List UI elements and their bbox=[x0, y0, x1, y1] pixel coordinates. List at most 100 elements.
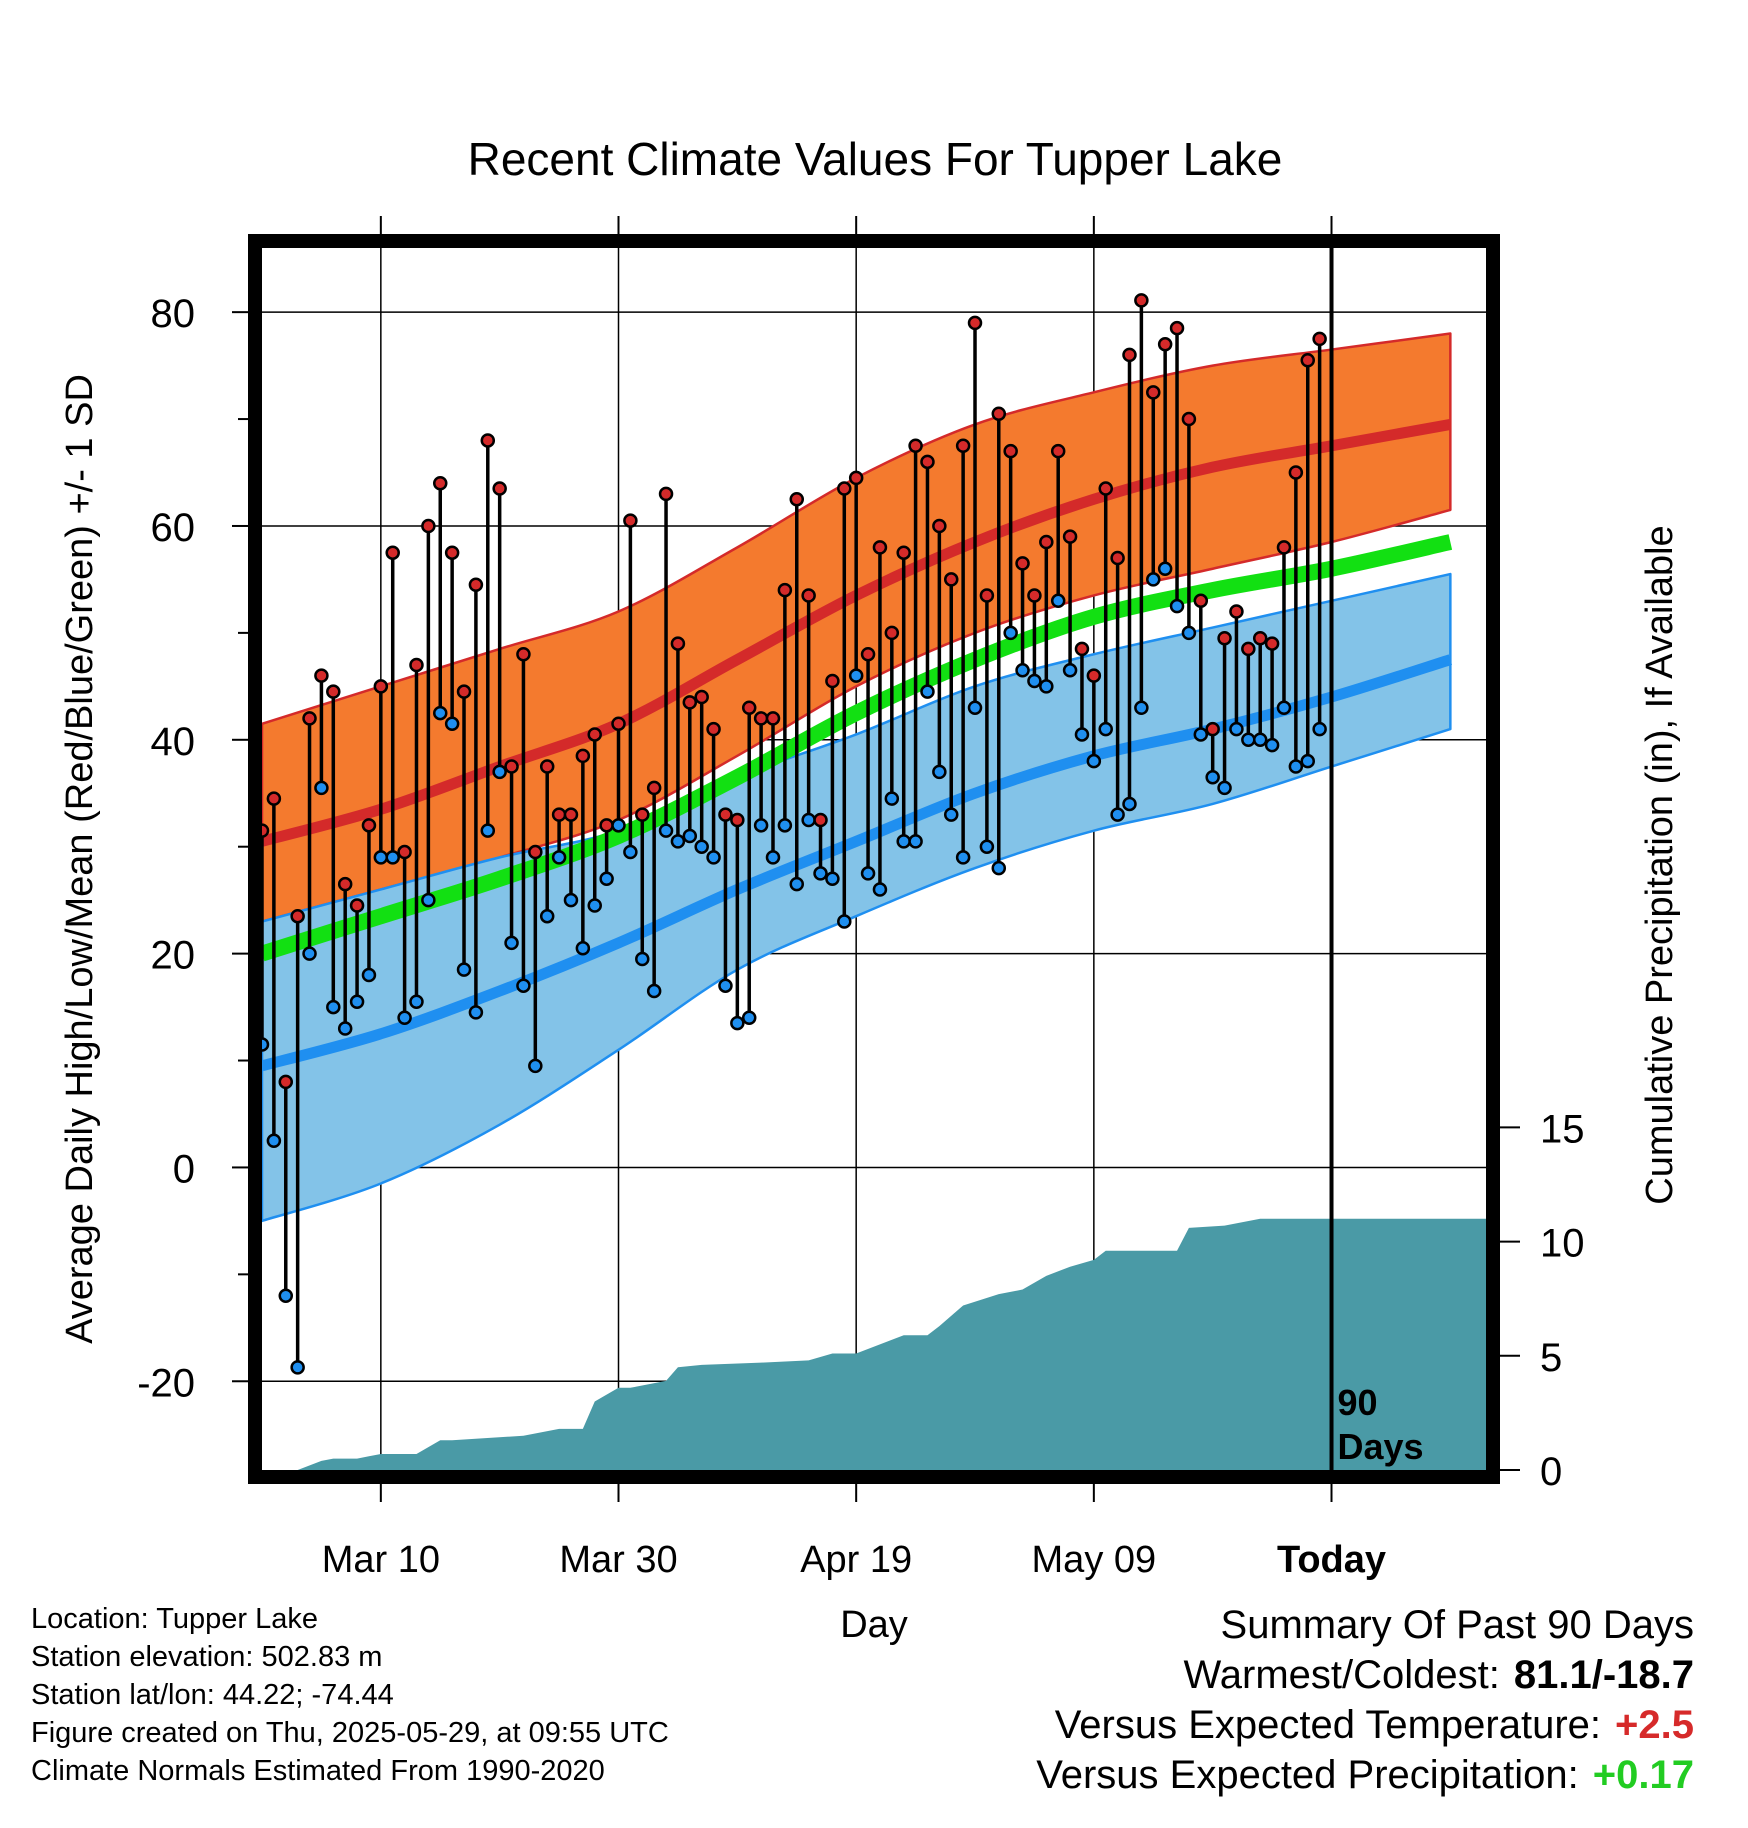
daily-high-point bbox=[920, 454, 935, 470]
daily-high-point bbox=[1086, 668, 1102, 683]
y2-tick-label: 5 bbox=[1540, 1336, 1562, 1380]
daily-high-point bbox=[1288, 465, 1304, 480]
daily-high-point bbox=[1312, 331, 1327, 347]
temp-label: Versus Expected Temperature: bbox=[1054, 1703, 1602, 1747]
x-tick-label: Today bbox=[1277, 1539, 1386, 1581]
daily-low-point bbox=[1181, 625, 1197, 641]
daily-high-point bbox=[302, 711, 317, 726]
daily-high-point bbox=[599, 818, 614, 833]
daily-high-point bbox=[646, 780, 662, 796]
daily-high-point bbox=[1229, 604, 1244, 619]
daily-low-point bbox=[1086, 753, 1102, 769]
station-info: Location: Tupper Lake Station elevation:… bbox=[31, 1600, 669, 1790]
daily-low-point bbox=[1110, 807, 1125, 822]
summary-panel: Summary Of Past 90 Days Warmest/Coldest:… bbox=[1036, 1600, 1694, 1800]
daily-high-point bbox=[1110, 550, 1125, 566]
daily-low-point bbox=[943, 807, 959, 822]
daily-high-point bbox=[1169, 320, 1185, 336]
daily-low-point bbox=[635, 951, 650, 967]
daily-low-point bbox=[718, 978, 733, 993]
daily-high-point bbox=[1181, 411, 1197, 427]
daily-high-point bbox=[587, 727, 602, 742]
y-tick-label: 20 bbox=[151, 934, 196, 978]
daily-low-point bbox=[278, 1288, 294, 1303]
daily-high-point bbox=[444, 545, 460, 560]
daily-low-point bbox=[1169, 598, 1185, 614]
daily-high-point bbox=[456, 684, 472, 699]
temp-departure-value: +2.5 bbox=[1615, 1703, 1694, 1747]
daily-low-point bbox=[433, 705, 448, 721]
daily-low-point bbox=[492, 764, 507, 780]
daily-high-point bbox=[433, 475, 448, 491]
precipitation-layer bbox=[262, 1218, 1486, 1470]
daily-low-point bbox=[1050, 593, 1066, 609]
daily-high-point bbox=[421, 518, 436, 534]
daily-high-point bbox=[967, 315, 983, 331]
daily-high-point bbox=[1193, 593, 1209, 609]
daily-low-point bbox=[1134, 700, 1149, 715]
daily-high-point bbox=[278, 1074, 294, 1090]
daily-low-point bbox=[1300, 753, 1315, 769]
daily-high-point bbox=[979, 588, 995, 603]
daily-low-point bbox=[896, 834, 911, 849]
daily-low-point bbox=[884, 791, 900, 806]
daily-low-point bbox=[551, 850, 567, 865]
daily-low-point bbox=[302, 946, 317, 961]
daily-low-point bbox=[456, 962, 472, 977]
daily-low-point bbox=[587, 898, 602, 913]
summary-temp: Versus Expected Temperature: +2.5 bbox=[1036, 1700, 1694, 1750]
daily-low-point bbox=[837, 914, 852, 929]
daily-low-point bbox=[1217, 780, 1232, 796]
daily-high-point bbox=[658, 486, 674, 502]
daily-high-point bbox=[777, 582, 793, 598]
daily-high-point bbox=[337, 876, 353, 892]
daily-low-point bbox=[504, 935, 519, 951]
y-tick-label: 40 bbox=[151, 720, 196, 764]
daily-high-point bbox=[908, 438, 923, 454]
daily-low-point bbox=[1205, 769, 1220, 785]
axes: 80 60 40 20 0 -20 Mar 10 Mar 30 Apr 19 May 09 Toda… bbox=[137, 216, 1585, 1581]
daily-low-point bbox=[777, 818, 793, 833]
daily-high-point bbox=[290, 908, 305, 924]
y2-axis-label: Cumulative Precipitation (in), If Availa… bbox=[1639, 525, 1681, 1204]
daily-high-point bbox=[955, 438, 971, 454]
daily-low-point bbox=[266, 1133, 282, 1148]
daily-high-point bbox=[409, 657, 424, 673]
daily-high-point bbox=[1205, 721, 1220, 737]
daily-low-point bbox=[682, 828, 698, 844]
daily-high-point bbox=[480, 433, 496, 448]
daily-high-point bbox=[943, 572, 959, 587]
daily-low-point bbox=[1312, 721, 1327, 737]
normals-period: Climate Normals Estimated From 1990-2020 bbox=[31, 1755, 605, 1787]
daily-low-point bbox=[563, 892, 579, 908]
daily-high-point bbox=[611, 716, 626, 732]
daily-high-point bbox=[932, 518, 947, 534]
daily-low-point bbox=[991, 860, 1007, 876]
daily-high-point bbox=[397, 844, 412, 860]
daily-low-point bbox=[480, 823, 496, 838]
daily-low-point bbox=[1122, 796, 1137, 812]
daily-high-point bbox=[262, 823, 270, 838]
daily-low-point bbox=[658, 823, 674, 838]
daily-low-point bbox=[1003, 625, 1018, 641]
daily-high-point bbox=[1241, 641, 1256, 657]
daily-high-point bbox=[528, 844, 543, 860]
daily-low-point bbox=[409, 994, 424, 1009]
daily-high-point bbox=[1050, 443, 1066, 459]
daily-low-point bbox=[468, 1005, 484, 1020]
daily-low-point bbox=[599, 871, 614, 887]
daily-high-point bbox=[504, 759, 519, 774]
daily-high-point bbox=[718, 807, 733, 822]
daily-high-point bbox=[1098, 481, 1113, 496]
x-tick-label: May 09 bbox=[1032, 1539, 1157, 1581]
daily-high-point bbox=[1074, 641, 1090, 657]
daily-high-point bbox=[635, 807, 650, 822]
daily-low-point bbox=[1288, 759, 1304, 774]
daily-high-point bbox=[551, 807, 567, 822]
daily-low-point bbox=[528, 1058, 543, 1074]
daily-high-point bbox=[492, 481, 507, 496]
daily-high-point bbox=[753, 711, 769, 726]
daily-high-point bbox=[1264, 636, 1280, 651]
daily-low-point bbox=[1157, 561, 1173, 576]
